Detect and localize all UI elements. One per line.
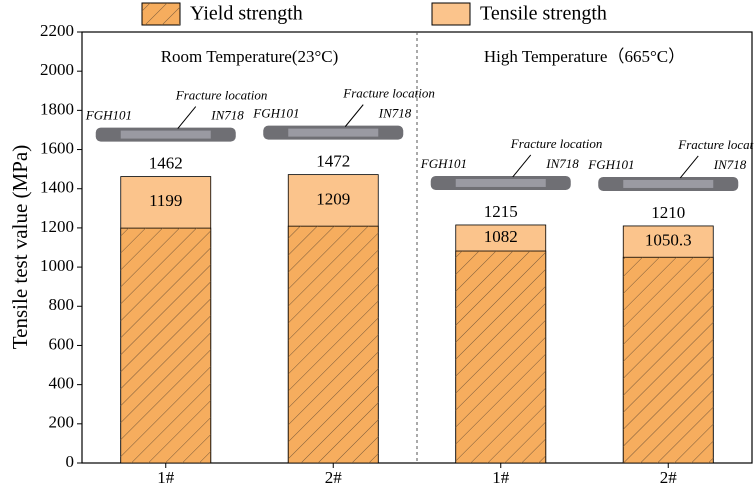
x-tick-label: 1# (492, 468, 510, 487)
bar-hatch (623, 257, 714, 463)
fracture-label: Fracture location (677, 137, 754, 152)
specimen-label: FGH101 (252, 106, 299, 121)
specimen-image (120, 130, 211, 139)
y-tick-label: 1800 (40, 99, 74, 118)
specimen-image (288, 128, 379, 137)
fracture-arrow (679, 155, 699, 179)
y-tick-label: 0 (66, 452, 75, 471)
fracture-label: Fracture location (510, 136, 603, 151)
x-tick-label: 1# (157, 468, 175, 487)
y-tick-label: 1400 (40, 178, 74, 197)
data-label: 1472 (316, 152, 350, 171)
specimen-image (455, 178, 546, 187)
bar-hatch (455, 251, 546, 463)
y-tick-label: 1000 (40, 256, 74, 275)
legend-label: Yield strength (190, 3, 303, 25)
data-label: 1462 (149, 153, 183, 172)
specimen-label: FGH101 (420, 156, 467, 171)
fracture-label: Fracture location (175, 88, 268, 103)
y-tick-label: 1600 (40, 138, 74, 157)
y-tick-label: 2000 (40, 60, 74, 79)
specimen-label: IN718 (713, 157, 747, 172)
group-label: Room Temperature(23°C) (161, 47, 339, 66)
x-tick-label: 2# (325, 468, 343, 487)
data-label: 1050.3 (645, 230, 692, 249)
specimen-label: FGH101 (85, 108, 132, 123)
specimen-image (623, 179, 714, 188)
data-label: 1082 (484, 227, 518, 246)
specimen-label: FGH101 (587, 157, 634, 172)
y-tick-label: 800 (49, 295, 75, 314)
data-label: 1209 (316, 189, 350, 208)
specimen-label: IN718 (210, 108, 244, 123)
fracture-arrow (177, 106, 197, 129)
specimen-label: IN718 (378, 106, 412, 121)
data-label: 1215 (484, 202, 518, 221)
fracture-arrow (344, 104, 364, 127)
y-axis-title: Tensile test value (MPa) (8, 145, 32, 349)
y-tick-label: 2200 (40, 21, 74, 40)
bar-hatch (120, 228, 211, 463)
legend-hatch (142, 3, 180, 25)
legend-swatch (431, 2, 471, 26)
specimen-label: IN718 (545, 156, 579, 171)
bar-hatch (288, 226, 379, 463)
y-tick-label: 400 (49, 374, 75, 393)
legend-label: Tensile strength (480, 3, 607, 25)
fracture-label: Fracture location (342, 86, 435, 101)
group-label: High Temperature（665°C） (484, 47, 685, 66)
x-tick-label: 2# (660, 468, 678, 487)
data-label: 1199 (149, 191, 182, 210)
fracture-arrow (512, 154, 532, 178)
data-label: 1210 (651, 203, 685, 222)
y-tick-label: 1200 (40, 217, 74, 236)
y-tick-label: 600 (49, 334, 75, 353)
y-tick-label: 200 (49, 413, 75, 432)
